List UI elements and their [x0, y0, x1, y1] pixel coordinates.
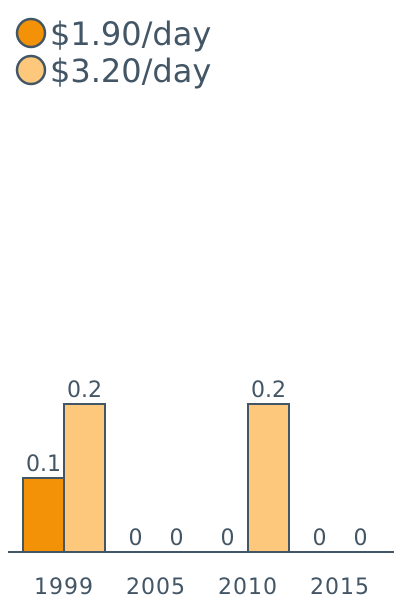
legend-item[interactable]: $1.90/day — [15, 15, 211, 53]
bar[interactable] — [247, 403, 290, 553]
bar-value-label: 0 — [313, 526, 327, 551]
x-tick-label: 2010 — [218, 575, 278, 600]
bar-value-label: 0 — [354, 526, 368, 551]
chart-bars — [22, 403, 290, 553]
bar[interactable] — [63, 403, 106, 553]
bar-value-label: 0 — [129, 526, 143, 551]
legend-swatch-icon — [15, 54, 47, 86]
legend-item[interactable]: $3.20/day — [15, 52, 211, 90]
bar-value-label: 0.2 — [251, 378, 286, 403]
chart-legend: $1.90/day $3.20/day — [15, 15, 211, 90]
bar[interactable] — [22, 477, 65, 553]
x-tick-label: 2015 — [310, 575, 370, 600]
legend-label: $1.90/day — [50, 15, 211, 53]
x-axis-ticks: 1999 2005 2010 2015 — [34, 575, 370, 600]
x-tick-label: 1999 — [34, 575, 94, 600]
x-tick-label: 2005 — [126, 575, 186, 600]
chart-data-labels: 0.1 0.2 0 0 0 0.2 0 0 — [26, 378, 368, 551]
bar-value-label: 0.2 — [67, 378, 102, 403]
legend-swatch-icon — [15, 17, 47, 49]
legend-label: $3.20/day — [50, 52, 211, 90]
bar-value-label: 0.1 — [26, 452, 61, 477]
bar-value-label: 0 — [170, 526, 184, 551]
bar-value-label: 0 — [221, 526, 235, 551]
